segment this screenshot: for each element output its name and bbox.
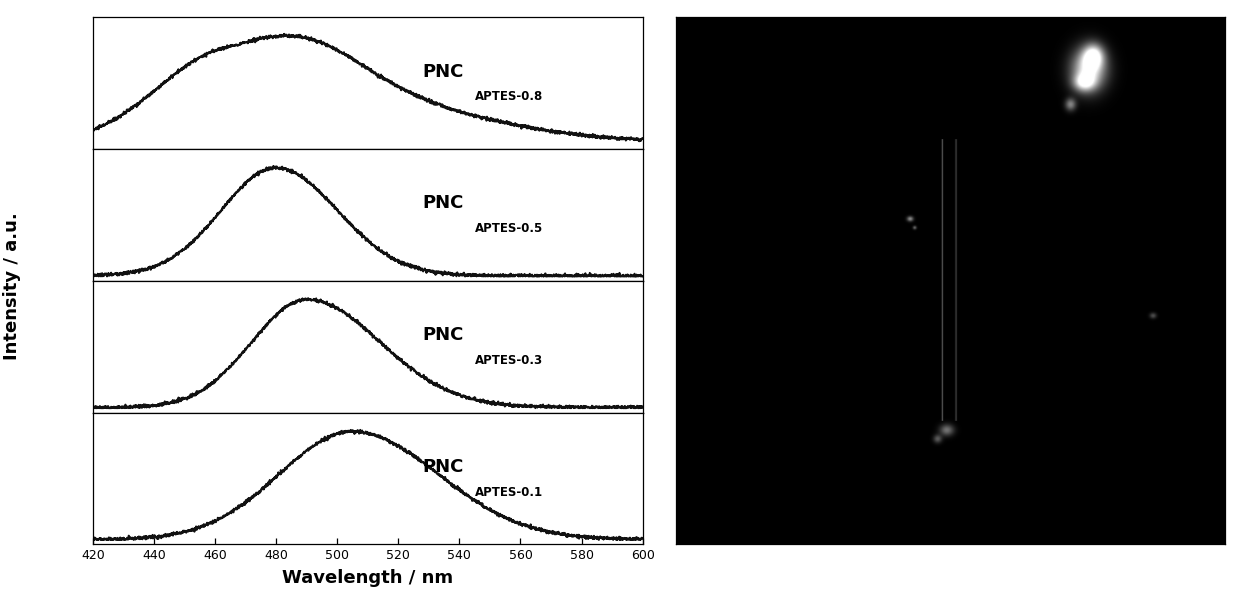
- Text: APTES-0.1: APTES-0.1: [475, 485, 543, 499]
- Text: APTES-0.5: APTES-0.5: [475, 222, 543, 235]
- Text: APTES-0.8: APTES-0.8: [475, 90, 543, 103]
- Text: APTES-0.3: APTES-0.3: [475, 354, 543, 367]
- Text: Intensity / a.u.: Intensity / a.u.: [4, 212, 21, 360]
- Text: PNC: PNC: [423, 458, 464, 476]
- Text: PNC: PNC: [423, 326, 464, 344]
- Text: PNC: PNC: [423, 194, 464, 212]
- X-axis label: Wavelength / nm: Wavelength / nm: [283, 569, 454, 587]
- Text: PNC: PNC: [423, 63, 464, 81]
